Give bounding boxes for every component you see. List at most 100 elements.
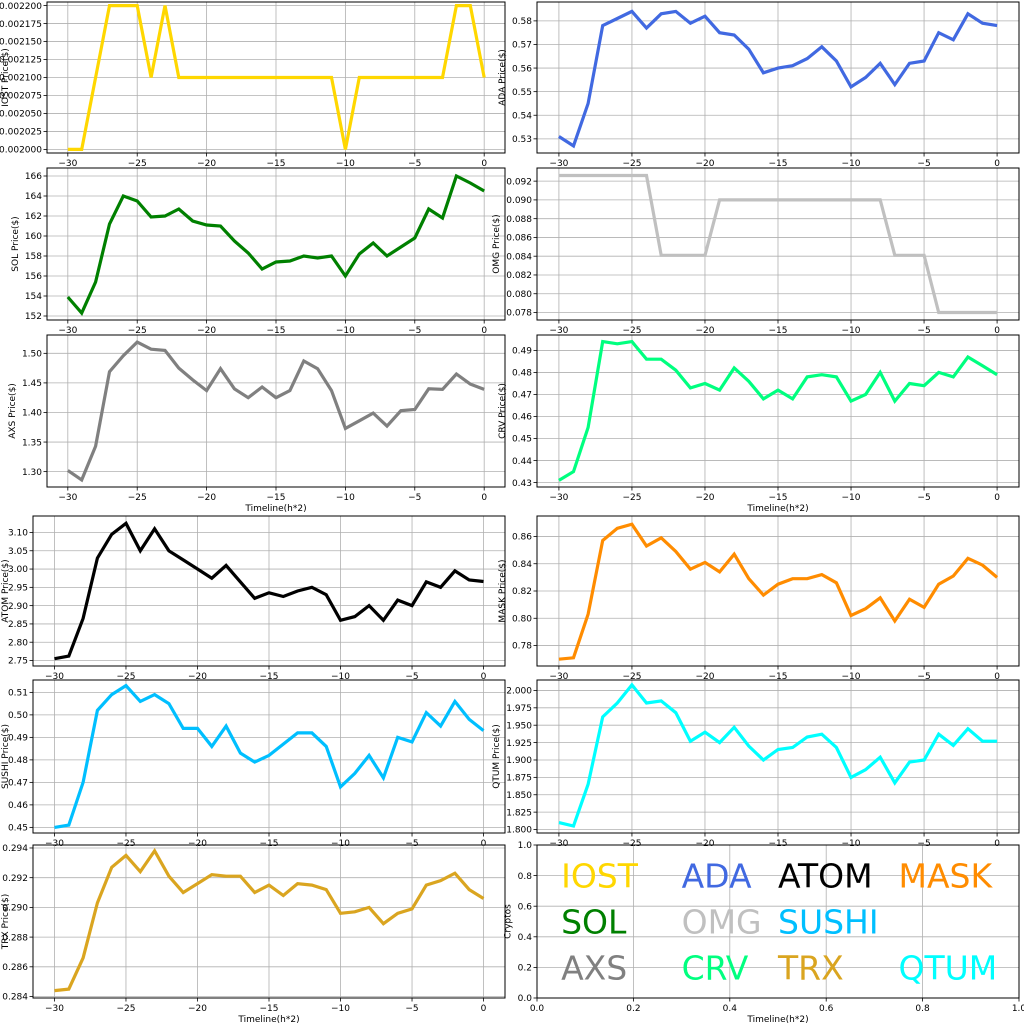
y-tick-label: 0.002050 xyxy=(0,110,42,120)
y-tick-label: 0.292 xyxy=(2,874,28,884)
y-tick-label: 1.850 xyxy=(506,791,532,801)
y-tick-label: 0.4 xyxy=(518,933,533,943)
x-tick-label: −25 xyxy=(622,493,641,503)
y-tick-label: 1.950 xyxy=(506,721,532,731)
y-tick-label: 0.002200 xyxy=(0,2,42,12)
y-tick-label: 152 xyxy=(25,312,42,322)
y-tick-label: 0.51 xyxy=(8,689,28,699)
x-tick-label: −30 xyxy=(58,326,77,336)
x-tick-label: −25 xyxy=(622,326,641,336)
x-tick-label: −15 xyxy=(769,326,788,336)
y-tick-label: 0.088 xyxy=(506,215,532,225)
x-tick-label: 0 xyxy=(994,672,1000,682)
x-tick-label: 0 xyxy=(994,493,1000,503)
axes-frame xyxy=(46,1,506,154)
y-tick-label: 3.10 xyxy=(8,529,28,539)
x-tick-label: −25 xyxy=(116,1004,135,1014)
y-tick-label: 1.975 xyxy=(506,704,532,714)
legend-label-sushi: SUSHI xyxy=(778,903,879,942)
x-tick-label: −25 xyxy=(116,672,135,682)
legend-label-sol: SOL xyxy=(561,903,627,942)
x-tick-label: 0.4 xyxy=(723,1004,738,1014)
x-tick-label: −30 xyxy=(58,493,77,503)
x-tick-label: −5 xyxy=(405,839,418,849)
x-axis-label: Timeline(h*2) xyxy=(237,1015,299,1024)
y-tick-label: 0.44 xyxy=(512,457,532,467)
y-tick-label: 0.49 xyxy=(512,347,532,357)
y-tick-label: 0.082 xyxy=(506,271,532,281)
axes-frame xyxy=(536,1,1020,154)
x-tick-label: 0 xyxy=(481,493,487,503)
y-tick-label: 1.40 xyxy=(22,409,42,419)
axes-frame xyxy=(32,844,506,999)
subplot-7: −30 −25 −20 −15 −10 −5 0 2.75 2.80 2.85 2.90 2.95 3.… xyxy=(1,515,506,682)
subplot-11: −30 −25 −20 −15 −10 −5 0 0.284 0.286 0.288 0.290 0.… xyxy=(1,844,506,1024)
subplot-4: −30 −25 −20 −15 −10 −5 0 0.078 0.080 0.082 0.084 0.… xyxy=(492,167,1020,336)
y-tick-label: 0.46 xyxy=(512,413,532,423)
y-tick-label: 0.290 xyxy=(2,904,28,914)
legend-label-crv: CRV xyxy=(682,948,749,987)
y-axis-label: IOST Price($) xyxy=(1,48,11,107)
y-axis-label: TRX Price($) xyxy=(1,894,11,950)
x-tick-label: −15 xyxy=(769,159,788,169)
y-tick-label: 0.84 xyxy=(512,560,532,570)
x-tick-label: −25 xyxy=(128,326,147,336)
axes-frame xyxy=(46,167,506,321)
y-tick-label: 2.80 xyxy=(8,638,28,648)
x-tick-label: −20 xyxy=(188,672,207,682)
x-tick-label: −10 xyxy=(331,839,350,849)
x-tick-label: −20 xyxy=(197,159,216,169)
x-tick-label: −15 xyxy=(260,1004,279,1014)
x-tick-label: −30 xyxy=(549,493,568,503)
x-tick-label: −30 xyxy=(549,839,568,849)
y-axis-label: ADA Price($) xyxy=(498,49,508,106)
x-tick-label: −5 xyxy=(917,672,930,682)
y-tick-label: 0.48 xyxy=(512,369,532,379)
x-tick-label: −5 xyxy=(917,493,930,503)
x-tick-label: −20 xyxy=(197,326,216,336)
x-tick-label: −30 xyxy=(45,839,64,849)
series-line-qtum-price xyxy=(558,682,998,828)
y-tick-label: 0.50 xyxy=(8,711,28,721)
y-tick-label: 3.05 xyxy=(8,547,28,557)
x-tick-label: −25 xyxy=(128,159,147,169)
x-tick-label: 0 xyxy=(481,159,487,169)
subplot-12: 0.0 0.2 0.4 0.6 0.8 1.0 0.0 0.2 0.4 0.6 0.8 1.0 IOST… xyxy=(504,841,1024,1024)
y-axis-label: SOL Price($) xyxy=(11,216,21,271)
y-axis-label: AXS Price($) xyxy=(8,383,18,439)
x-tick-label: −20 xyxy=(197,493,216,503)
y-tick-label: 166 xyxy=(25,172,42,182)
subplot-9: −30 −25 −20 −15 −10 −5 0 0.45 0.46 0.47 0.48 0.49 0.… xyxy=(1,679,506,849)
y-tick-label: 0.54 xyxy=(512,111,532,121)
axes-frame xyxy=(536,334,1020,488)
y-tick-label: 0.55 xyxy=(512,88,532,98)
x-tick-label: 0.8 xyxy=(915,1004,930,1014)
x-tick-label: −20 xyxy=(695,326,714,336)
axes-frame xyxy=(536,167,1020,321)
x-tick-label: −5 xyxy=(917,159,930,169)
x-tick-label: −5 xyxy=(917,839,930,849)
y-tick-label: 1.30 xyxy=(22,468,42,478)
x-tick-label: −5 xyxy=(405,672,418,682)
x-tick-label: −10 xyxy=(842,672,861,682)
y-tick-label: 162 xyxy=(25,212,42,222)
y-axis-label: OMG Price($) xyxy=(492,214,502,273)
x-tick-label: 0 xyxy=(481,672,487,682)
y-tick-label: 1.0 xyxy=(518,841,533,851)
x-tick-label: −30 xyxy=(549,159,568,169)
series-line-ada-price xyxy=(558,9,998,149)
subplot-6: −30 −25 −20 −15 −10 −5 0 0.43 0.44 0.45 0.46 0.47 0.… xyxy=(498,334,1020,514)
series-line-sushi-price xyxy=(54,683,485,829)
y-tick-label: 156 xyxy=(25,272,42,282)
y-axis-label: Cryptos xyxy=(504,904,514,939)
y-tick-label: 0.47 xyxy=(8,779,28,789)
x-tick-label: −30 xyxy=(549,672,568,682)
x-tick-label: −20 xyxy=(695,672,714,682)
legend-label-qtum: QTUM xyxy=(899,948,998,987)
y-tick-label: 0.8 xyxy=(518,872,533,882)
y-tick-label: 0.084 xyxy=(506,252,532,262)
y-tick-label: 1.800 xyxy=(506,826,532,836)
y-tick-label: 1.875 xyxy=(506,774,532,784)
series-line-atom-price xyxy=(54,520,484,661)
legend-label-ada: ADA xyxy=(682,857,752,896)
